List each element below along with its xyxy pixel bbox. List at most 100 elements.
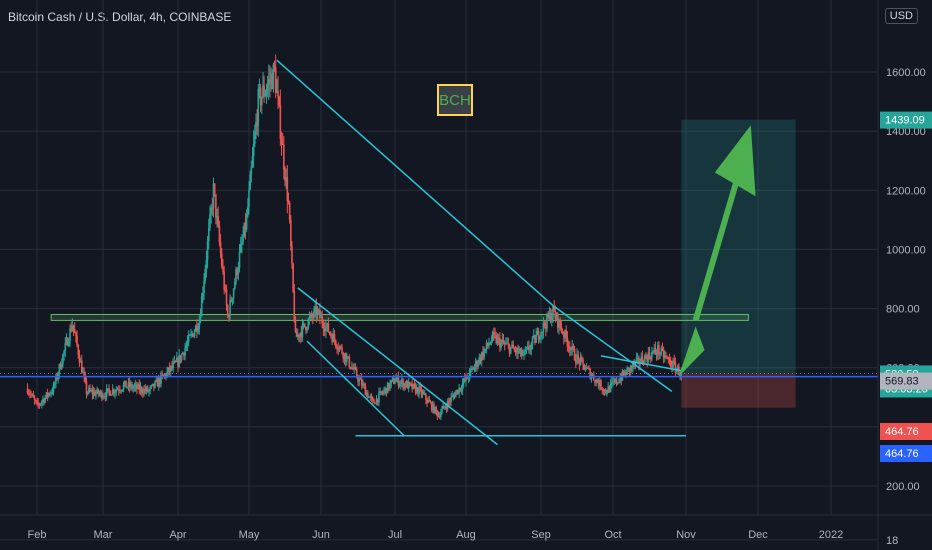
candle-body	[420, 387, 423, 395]
candle-body	[540, 332, 542, 339]
candle-body	[431, 403, 434, 411]
candle-body	[512, 344, 514, 349]
support-price-label: 569.83	[885, 376, 919, 388]
candle-body	[83, 372, 85, 377]
candle-body	[567, 346, 570, 348]
candle-body	[506, 343, 508, 345]
candle-body	[464, 379, 466, 381]
candle-body	[295, 331, 298, 337]
candle-body	[49, 393, 51, 395]
candle-body	[379, 391, 381, 393]
candle-body	[115, 389, 118, 392]
candle-body	[103, 396, 106, 398]
candle-body	[509, 347, 512, 354]
resistance-zone	[50, 313, 749, 321]
candle-body	[577, 354, 579, 359]
candle-body	[658, 345, 660, 355]
target-price-label: 1439.09	[885, 115, 925, 127]
candle-body	[205, 259, 208, 270]
candle-body	[615, 379, 618, 384]
support-line-label: 464.76	[885, 448, 919, 460]
candle-body	[483, 350, 485, 358]
candle-body	[38, 404, 41, 406]
x-tick-label: Aug	[456, 529, 476, 541]
candle-body	[82, 372, 84, 374]
candle-body	[513, 348, 516, 350]
candle-body	[29, 393, 31, 395]
candle-body	[245, 215, 248, 230]
candle-body	[172, 362, 174, 368]
candle-body	[534, 335, 536, 343]
candle-body	[388, 382, 390, 389]
candle-body	[58, 364, 61, 374]
currency-selector[interactable]: USD	[884, 8, 918, 24]
candle-body	[453, 395, 456, 398]
candle-body	[587, 367, 589, 369]
candle-body	[572, 345, 575, 349]
candle-body	[65, 338, 68, 344]
x-tick-label: Dec	[748, 529, 768, 541]
candle-body	[47, 393, 50, 397]
candle-body	[397, 376, 400, 386]
candle-body	[191, 333, 193, 335]
candle-body	[553, 306, 555, 312]
target-price-label-bg	[880, 111, 932, 129]
candle-body	[331, 335, 333, 343]
candle-body	[549, 312, 552, 322]
candle-body	[132, 387, 135, 389]
candle-body	[480, 352, 483, 362]
candle-body	[530, 343, 533, 350]
candle-body	[467, 378, 470, 380]
candle-body	[116, 389, 119, 391]
candle-body	[43, 399, 45, 403]
candle-body	[514, 349, 517, 353]
candle-body	[674, 362, 677, 372]
candle-body	[565, 330, 567, 338]
candle-body	[413, 383, 416, 386]
candle-body	[381, 392, 384, 394]
candle-body	[33, 397, 36, 401]
candle-body	[493, 332, 495, 335]
candle-body	[579, 357, 582, 365]
trendlines	[0, 59, 878, 446]
candle-body	[531, 337, 534, 344]
candle-body	[77, 345, 80, 355]
candle-body	[402, 379, 404, 388]
candle-body	[582, 359, 584, 364]
candle-body	[153, 383, 155, 388]
candle-body	[612, 381, 614, 383]
candle-body	[71, 325, 74, 331]
candle-body	[307, 319, 310, 329]
candle-body	[323, 329, 326, 332]
candle-body	[111, 389, 114, 395]
candle-body	[303, 323, 306, 327]
candle-body	[293, 291, 296, 321]
candle-body	[566, 337, 569, 347]
candle-body	[119, 390, 121, 392]
candle-body	[418, 386, 420, 395]
candle-body	[219, 242, 222, 254]
candle-body	[136, 384, 138, 389]
candle-body	[212, 183, 215, 209]
candle-body	[263, 85, 265, 97]
candle-body	[435, 406, 438, 411]
candle-body	[419, 386, 421, 388]
candle-body	[151, 383, 154, 386]
candle-body	[414, 385, 417, 393]
candle-body	[325, 325, 327, 332]
candle-body	[127, 382, 130, 387]
candle-body	[190, 333, 192, 336]
candle-body	[228, 316, 230, 318]
candle-body	[181, 352, 184, 355]
candle-body	[436, 410, 439, 417]
candle-body	[220, 253, 223, 267]
candle-body	[55, 375, 57, 385]
candle-body	[489, 343, 491, 345]
candle-body	[452, 395, 455, 397]
candle-body	[551, 316, 553, 322]
candle-body	[470, 368, 472, 371]
candle-body	[298, 334, 300, 338]
candle-body	[59, 364, 62, 369]
grid	[0, 0, 878, 541]
